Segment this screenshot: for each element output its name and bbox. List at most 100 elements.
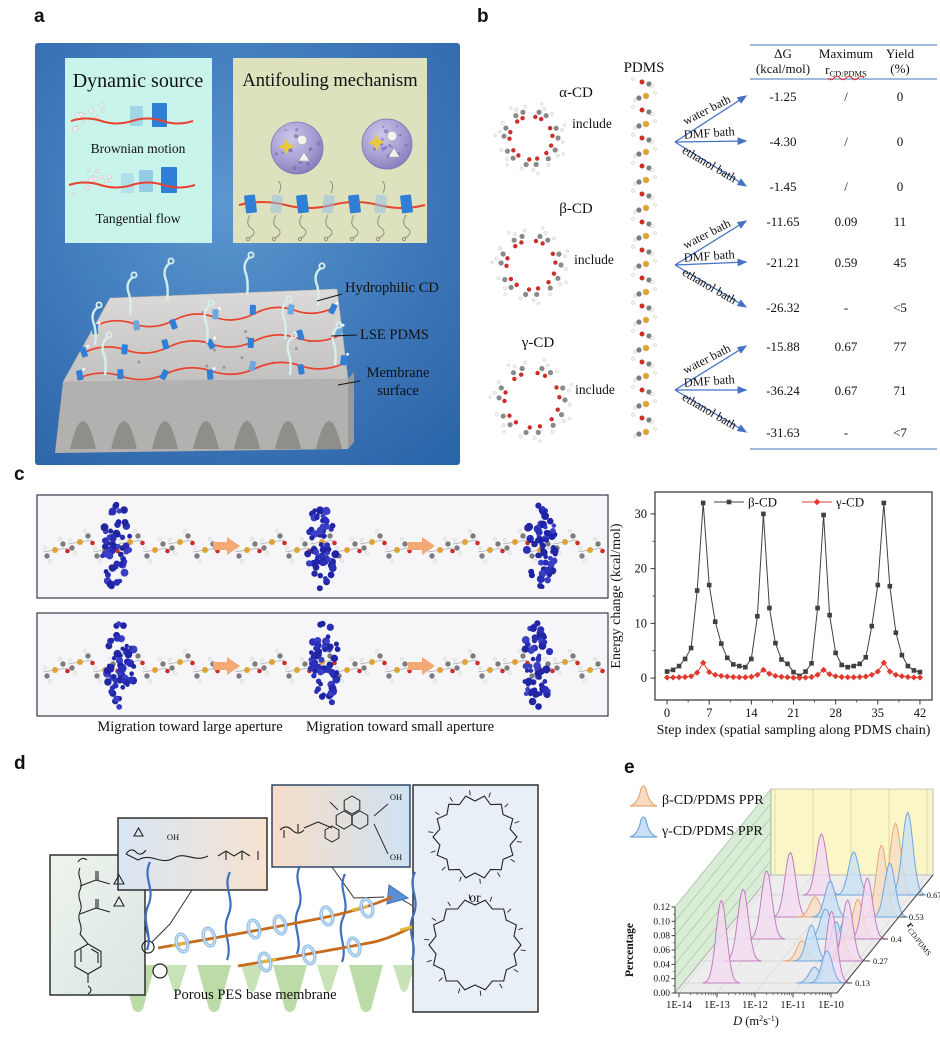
cd-bead bbox=[152, 103, 167, 127]
cyclodextrin-blob-atom bbox=[541, 685, 549, 694]
migration-arrow bbox=[408, 657, 435, 675]
hydroxyl-tick bbox=[426, 959, 432, 963]
pdms-carbon bbox=[646, 305, 652, 311]
hydrogen-atom bbox=[148, 679, 152, 683]
silicon-atom bbox=[269, 659, 275, 665]
hydrogen-atom bbox=[208, 537, 212, 541]
bath-arrow bbox=[674, 141, 748, 187]
pdms-silicon bbox=[642, 344, 650, 352]
pdms-hydrogen bbox=[631, 133, 635, 137]
pdms-hydrogen bbox=[650, 252, 654, 256]
particle-dot bbox=[99, 102, 105, 108]
silicon-atom bbox=[152, 667, 158, 673]
cd-ring-oxygen bbox=[535, 370, 540, 376]
cd-ring-hydrogen bbox=[502, 286, 507, 291]
carbon-atom bbox=[60, 541, 66, 547]
cd-ring-carbon bbox=[523, 429, 529, 436]
cd-ring-oxygen bbox=[513, 420, 519, 425]
cd-ring-hydrogen bbox=[513, 232, 517, 236]
carbon-atom bbox=[160, 661, 166, 667]
sphere-speckle bbox=[390, 145, 394, 148]
cd-ring-hydrogen bbox=[523, 360, 527, 365]
cd-ring-oxygen bbox=[550, 133, 555, 139]
cyclodextrin-macrocycle bbox=[432, 795, 518, 879]
cd-ring-hydrogen bbox=[519, 166, 524, 171]
carbon-atom bbox=[545, 541, 551, 547]
cyclodextrin-blob-atom bbox=[108, 564, 117, 572]
cyclodextrin-blob-atom bbox=[537, 553, 543, 559]
cd-ring-hydrogen bbox=[507, 231, 511, 235]
carbon-atom bbox=[44, 553, 50, 559]
strand-curl bbox=[105, 331, 113, 339]
energy-change-chart: 0 7 14 21 28 35 42 0 10 20 30 β-CD γ-CD Step index (s… bbox=[609, 491, 933, 738]
hydrogen-atom bbox=[375, 649, 379, 653]
cyclodextrin-blob-atom bbox=[315, 651, 322, 659]
bath-label: ethanol bath bbox=[680, 265, 739, 307]
carbon-atom bbox=[579, 553, 585, 559]
data-point-square bbox=[712, 619, 718, 625]
hydrogen-atom bbox=[193, 666, 197, 670]
cd-ring-hydrogen bbox=[566, 388, 571, 393]
lse-pdms-label: LSE PDMS bbox=[360, 327, 429, 343]
hydroxyl-tick bbox=[479, 878, 481, 884]
data-point-square bbox=[809, 661, 814, 666]
carbon-atom bbox=[570, 653, 576, 659]
pdms-carbon bbox=[646, 417, 652, 423]
cyclodextrin-blob-atom bbox=[535, 655, 542, 661]
circle-particle bbox=[386, 130, 398, 142]
cyclodextrin-blob-atom bbox=[539, 542, 546, 549]
pdms-hydrogen bbox=[633, 350, 637, 354]
pdms-oxygen bbox=[639, 303, 645, 309]
cyclodextrin-blob-atom bbox=[120, 646, 125, 651]
carbon-atom bbox=[504, 665, 510, 671]
surface-pore-dot bbox=[240, 356, 244, 360]
x-tick-label: 21 bbox=[787, 706, 800, 720]
legend-label: γ-CD bbox=[835, 495, 864, 510]
cyclodextrin-blob-atom bbox=[106, 552, 114, 560]
hydrogen-atom bbox=[558, 671, 562, 675]
hydroxyl-tick bbox=[438, 977, 443, 982]
dg-value: -1.45 bbox=[769, 179, 796, 194]
oxygen-atom bbox=[257, 668, 262, 674]
oxygen-atom bbox=[257, 548, 262, 554]
pdms-oxygen bbox=[639, 135, 645, 141]
pdms-carbon bbox=[636, 123, 642, 129]
hydrogen-atom bbox=[260, 658, 264, 662]
cd-bead bbox=[159, 369, 169, 381]
carbon-atom bbox=[236, 673, 242, 679]
cyclodextrin-blob-atom bbox=[321, 665, 327, 671]
cd-ring-carbon bbox=[510, 155, 516, 161]
data-point-diamond bbox=[868, 671, 875, 678]
chain-dot bbox=[346, 352, 349, 356]
cyclodextrin-blob-atom bbox=[536, 575, 545, 584]
pdms-carbon bbox=[646, 109, 652, 115]
cyclodextrin-blob-atom bbox=[529, 624, 537, 633]
threaded-cd-ring-inner bbox=[258, 952, 272, 972]
cd-ring-oxygen bbox=[553, 260, 558, 265]
pdms-silicon bbox=[642, 148, 650, 156]
distribution-peak-blue bbox=[808, 950, 846, 984]
cyclodextrin-blob-atom bbox=[131, 664, 137, 669]
hydroxyl-tick bbox=[510, 858, 516, 863]
cyclodextrin-blob-atom bbox=[543, 566, 552, 575]
membrane-pore-arch bbox=[111, 421, 137, 449]
pdms-hydrogen bbox=[633, 154, 637, 158]
y-tick-label: 0.10 bbox=[653, 917, 670, 927]
pdms-thread-chain bbox=[157, 895, 393, 950]
oxygen-atom bbox=[575, 540, 580, 546]
hydrogen-atom bbox=[133, 529, 137, 533]
cd-bead bbox=[249, 304, 256, 315]
cyclodextrin-blob-atom bbox=[528, 697, 537, 706]
cd-ring-carbon bbox=[535, 429, 541, 435]
cd-ring-hydrogen bbox=[514, 107, 519, 112]
col-r-main: r bbox=[825, 62, 830, 77]
cyclodextrin-blob-atom bbox=[542, 559, 549, 566]
pdms-hydrogen bbox=[650, 168, 654, 172]
grafted-chain bbox=[409, 871, 417, 961]
cyclodextrin-blob-atom bbox=[305, 560, 313, 567]
silicon-atom bbox=[344, 667, 350, 673]
cyclodextrin-blob-atom bbox=[120, 684, 126, 690]
carbon-atom bbox=[144, 673, 150, 679]
hydrogen-atom bbox=[300, 657, 304, 661]
data-point-square bbox=[767, 605, 772, 611]
